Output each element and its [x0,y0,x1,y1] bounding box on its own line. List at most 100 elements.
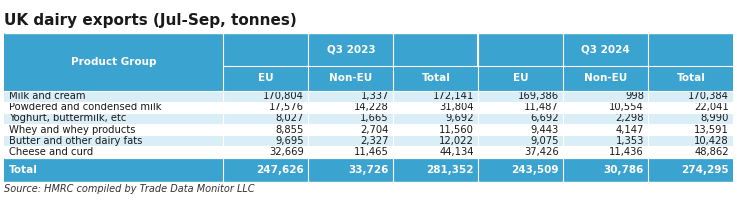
Bar [223,124,308,135]
Bar [394,66,478,91]
Text: 9,443: 9,443 [531,125,559,135]
Bar [308,91,394,102]
Bar [563,91,649,102]
Text: 281,352: 281,352 [427,165,474,175]
Text: 30,786: 30,786 [604,165,644,175]
Text: 11,436: 11,436 [609,147,644,157]
Text: 6,692: 6,692 [531,114,559,124]
Bar [563,113,649,124]
Bar [649,158,733,182]
Bar [478,102,563,113]
Bar [4,135,223,147]
Text: 1,353: 1,353 [615,136,644,146]
Text: 1,665: 1,665 [360,114,389,124]
Bar [563,135,649,147]
Text: 11,465: 11,465 [354,147,389,157]
Bar [563,102,649,113]
Text: 48,862: 48,862 [694,147,729,157]
Bar [478,124,563,135]
Text: 1,337: 1,337 [360,91,389,101]
Text: 274,295: 274,295 [681,165,729,175]
Bar [563,66,649,91]
Bar [308,124,394,135]
Bar [394,102,478,113]
Text: EU: EU [258,73,273,83]
Bar [478,135,563,147]
Text: 172,141: 172,141 [433,91,474,101]
Bar [478,147,563,158]
Text: 2,704: 2,704 [360,125,389,135]
Text: Product Group: Product Group [71,57,156,67]
Text: Source: HMRC compiled by Trade Data Monitor LLC: Source: HMRC compiled by Trade Data Moni… [4,184,254,194]
Bar [223,158,308,182]
Bar [4,102,223,113]
Text: 13,591: 13,591 [694,125,729,135]
Bar [308,158,394,182]
Text: UK dairy exports (Jul-Sep, tonnes): UK dairy exports (Jul-Sep, tonnes) [4,13,296,28]
Text: Whey and whey products: Whey and whey products [9,125,136,135]
Text: 8,990: 8,990 [700,114,729,124]
Bar [4,124,223,135]
Text: 9,695: 9,695 [276,136,304,146]
Text: Total: Total [422,73,450,83]
Text: 998: 998 [625,91,644,101]
Bar [394,158,478,182]
Text: Yoghurt, buttermilk, etc: Yoghurt, buttermilk, etc [9,114,126,124]
Text: 247,626: 247,626 [256,165,304,175]
Bar [394,135,478,147]
Bar [223,33,478,66]
Bar [308,135,394,147]
Bar [394,113,478,124]
Text: EU: EU [513,73,528,83]
Text: 10,428: 10,428 [694,136,729,146]
Bar [478,113,563,124]
Text: Non-EU: Non-EU [329,73,372,83]
Bar [649,113,733,124]
Bar [223,147,308,158]
Text: 170,384: 170,384 [688,91,729,101]
Text: 169,386: 169,386 [518,91,559,101]
Bar [649,91,733,102]
Text: 32,669: 32,669 [269,147,304,157]
Text: 2,327: 2,327 [360,136,389,146]
Text: Non-EU: Non-EU [584,73,627,83]
Bar [4,158,223,182]
Bar [223,66,308,91]
Bar [223,113,308,124]
Bar [308,102,394,113]
Bar [478,66,563,91]
Bar [649,135,733,147]
Text: 8,855: 8,855 [276,125,304,135]
Text: 14,228: 14,228 [354,102,389,112]
Text: 44,134: 44,134 [439,147,474,157]
Text: Q3 2023: Q3 2023 [326,45,375,55]
Text: 11,560: 11,560 [439,125,474,135]
Text: Butter and other dairy fats: Butter and other dairy fats [9,136,142,146]
Bar [649,66,733,91]
Text: 37,426: 37,426 [524,147,559,157]
Text: 243,509: 243,509 [511,165,559,175]
Bar [308,147,394,158]
Text: 11,487: 11,487 [524,102,559,112]
Bar [4,91,223,102]
Bar [478,33,733,66]
Text: 33,726: 33,726 [349,165,389,175]
Text: Cheese and curd: Cheese and curd [9,147,93,157]
Bar [394,91,478,102]
Bar [223,91,308,102]
Bar [563,158,649,182]
Bar [649,124,733,135]
Bar [563,147,649,158]
Text: 10,554: 10,554 [609,102,644,112]
Bar [394,147,478,158]
Text: Q3 2024: Q3 2024 [581,45,630,55]
Text: 170,804: 170,804 [263,91,304,101]
Bar [308,66,394,91]
Text: Total: Total [9,165,38,175]
Text: 9,692: 9,692 [445,114,474,124]
Text: 12,022: 12,022 [439,136,474,146]
Text: 31,804: 31,804 [439,102,474,112]
Text: 9,075: 9,075 [531,136,559,146]
Text: 22,041: 22,041 [694,102,729,112]
Bar [308,113,394,124]
